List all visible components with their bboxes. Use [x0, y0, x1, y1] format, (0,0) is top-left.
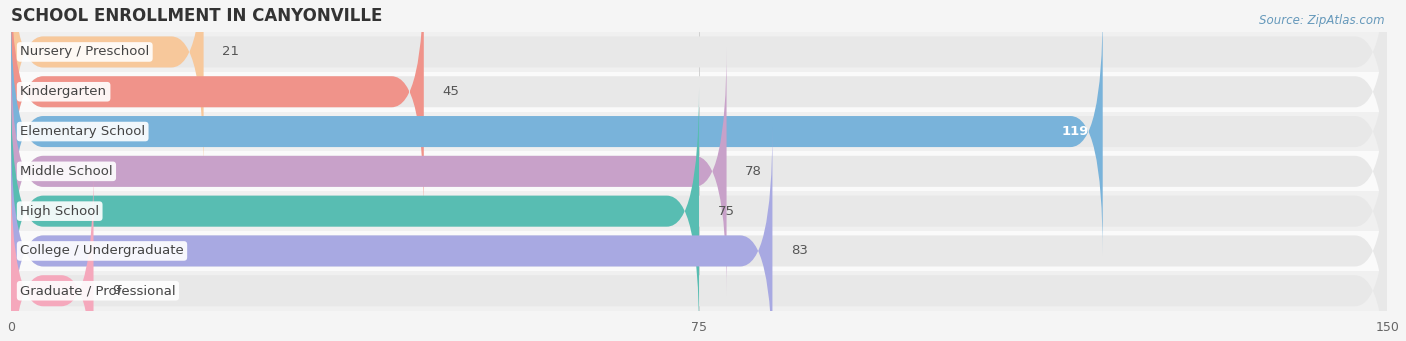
- FancyBboxPatch shape: [11, 271, 1388, 311]
- FancyBboxPatch shape: [11, 127, 1388, 341]
- Text: Middle School: Middle School: [20, 165, 112, 178]
- Text: Graduate / Professional: Graduate / Professional: [20, 284, 176, 297]
- FancyBboxPatch shape: [11, 0, 1388, 176]
- Text: 45: 45: [441, 85, 458, 98]
- FancyBboxPatch shape: [11, 112, 1388, 151]
- FancyBboxPatch shape: [11, 32, 1388, 72]
- Text: SCHOOL ENROLLMENT IN CANYONVILLE: SCHOOL ENROLLMENT IN CANYONVILLE: [11, 7, 382, 25]
- FancyBboxPatch shape: [11, 127, 772, 341]
- FancyBboxPatch shape: [11, 0, 204, 176]
- Text: High School: High School: [20, 205, 100, 218]
- FancyBboxPatch shape: [11, 8, 1102, 255]
- FancyBboxPatch shape: [11, 167, 94, 341]
- FancyBboxPatch shape: [11, 0, 423, 216]
- FancyBboxPatch shape: [11, 231, 1388, 271]
- Text: Elementary School: Elementary School: [20, 125, 145, 138]
- FancyBboxPatch shape: [11, 87, 1388, 335]
- Text: Nursery / Preschool: Nursery / Preschool: [20, 45, 149, 58]
- FancyBboxPatch shape: [11, 167, 1388, 341]
- Text: 78: 78: [745, 165, 762, 178]
- FancyBboxPatch shape: [11, 48, 1388, 295]
- Text: 83: 83: [790, 244, 807, 257]
- FancyBboxPatch shape: [11, 72, 1388, 112]
- Text: Source: ZipAtlas.com: Source: ZipAtlas.com: [1260, 14, 1385, 27]
- Text: College / Undergraduate: College / Undergraduate: [20, 244, 184, 257]
- Text: 75: 75: [717, 205, 734, 218]
- Text: 9: 9: [112, 284, 121, 297]
- FancyBboxPatch shape: [11, 48, 727, 295]
- FancyBboxPatch shape: [11, 191, 1388, 231]
- FancyBboxPatch shape: [11, 8, 1388, 255]
- FancyBboxPatch shape: [11, 0, 1388, 216]
- Text: 119: 119: [1062, 125, 1090, 138]
- FancyBboxPatch shape: [11, 151, 1388, 191]
- FancyBboxPatch shape: [11, 87, 699, 335]
- Text: Kindergarten: Kindergarten: [20, 85, 107, 98]
- Text: 21: 21: [222, 45, 239, 58]
